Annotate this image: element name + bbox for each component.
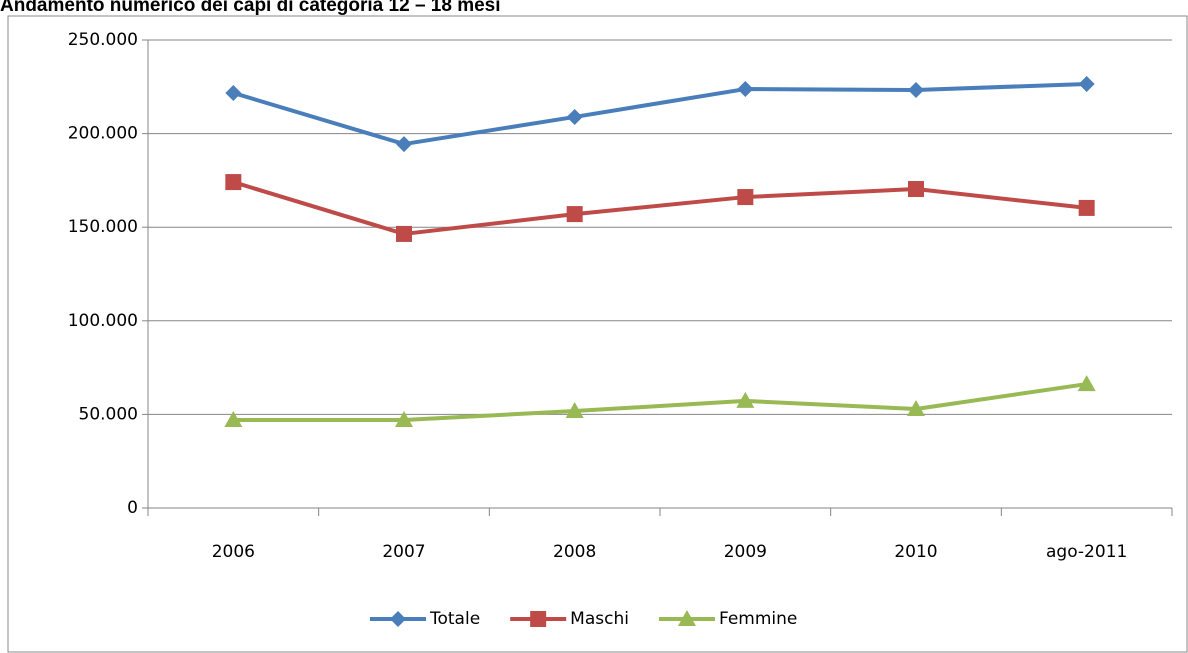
data-point [395,411,413,428]
y-tick-label: 50.000 [79,404,138,424]
x-tick-label: 2010 [894,542,937,562]
legend-marker [530,611,547,627]
y-tick-label: 0 [127,498,138,518]
x-tick-label: 2007 [382,542,425,562]
data-point [225,84,242,101]
data-point [396,225,412,242]
data-point [1078,199,1095,216]
data-point [737,189,754,206]
chart-border [7,15,1188,653]
series-line [232,180,1087,236]
legend-marker [390,611,406,627]
data-point [396,136,412,153]
data-point [908,181,924,198]
data-point [566,108,583,125]
legend-label: Maschi [570,609,629,629]
y-tick-label: 150.000 [68,217,138,237]
y-tick-label: 200.000 [68,124,138,144]
legend-label: Femmine [719,609,797,629]
legend-marker [677,610,696,626]
data-point [908,81,924,98]
series-line [233,382,1087,423]
data-point [224,411,243,428]
data-point [1077,375,1096,392]
legend-label: Totale [429,609,480,629]
x-tick-label: ago-2011 [1046,542,1127,562]
data-point [566,206,583,223]
data-point [737,81,754,98]
chart-title: Andamento numerico dei capi di categoria… [0,0,501,16]
data-point [907,399,925,416]
data-point [225,174,242,191]
data-point [1078,75,1095,92]
x-tick-label: 2009 [724,542,767,562]
x-tick-label: 2008 [553,542,596,562]
data-point [736,391,755,408]
y-tick-label: 250.000 [68,30,138,50]
x-tick-label: 2006 [212,542,255,562]
data-point [565,402,584,419]
series-line [232,81,1087,147]
y-tick-label: 100.000 [68,311,138,331]
